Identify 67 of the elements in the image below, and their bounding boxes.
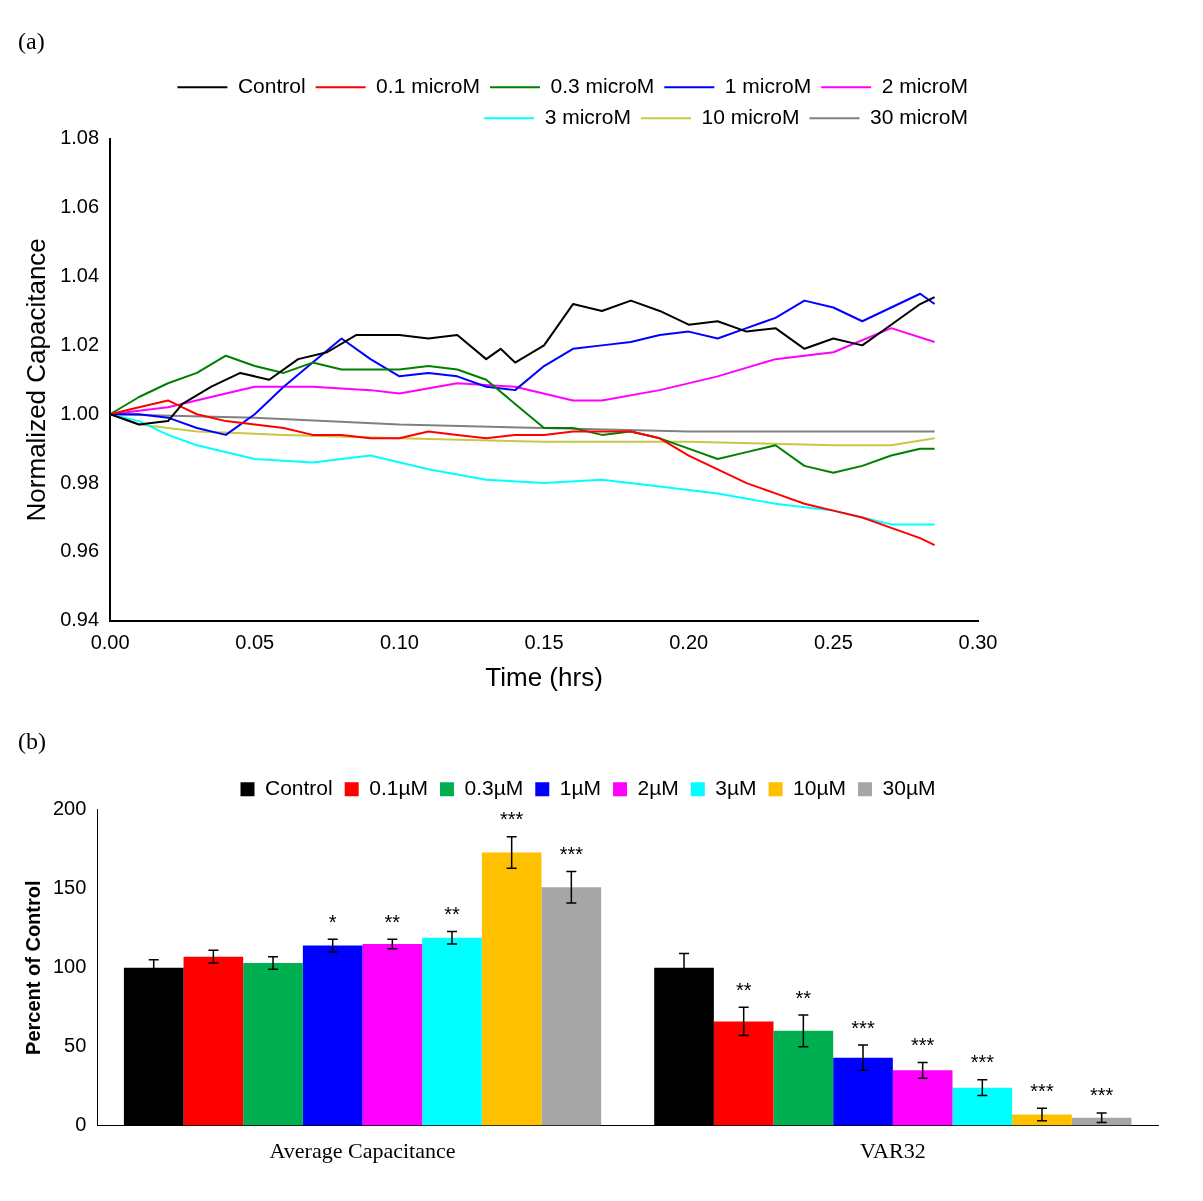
bar bbox=[422, 937, 482, 1126]
legend-label: 30µM bbox=[882, 776, 936, 800]
x-tick-label: VAR32 bbox=[860, 1137, 926, 1163]
chart-title: (b) bbox=[18, 727, 46, 754]
legend-label: 1 microM bbox=[724, 74, 812, 98]
data-label: *** bbox=[500, 808, 524, 831]
legend-label: 3 microM bbox=[544, 105, 631, 129]
y-tick-label: 1.02 bbox=[60, 332, 100, 355]
x-tick-label: 0.00 bbox=[90, 631, 130, 654]
data-label: *** bbox=[1089, 1084, 1114, 1107]
data-label: ** bbox=[735, 978, 752, 1001]
data-label: ** bbox=[795, 986, 812, 1009]
x-tick-label: 0.15 bbox=[524, 631, 564, 654]
data-label: *** bbox=[910, 1033, 935, 1056]
y-tick-label: 50 bbox=[64, 1034, 87, 1057]
bar bbox=[302, 945, 363, 1126]
data-label: ** bbox=[444, 902, 461, 925]
legend-label: 10µM bbox=[793, 776, 847, 800]
x-tick-label: 0.25 bbox=[813, 631, 853, 654]
legend-label: Control bbox=[237, 74, 306, 98]
x-tick-label: Average Capacitance bbox=[269, 1137, 456, 1163]
y-tick-label: 1.04 bbox=[60, 264, 100, 287]
data-label: *** bbox=[559, 842, 584, 865]
y-tick-label: 0.96 bbox=[60, 539, 100, 562]
y-tick-label: 1.06 bbox=[60, 195, 100, 218]
legend-label: 0.3 microM bbox=[550, 74, 655, 98]
bar bbox=[243, 962, 303, 1126]
x-tick-label: 0.20 bbox=[669, 631, 709, 654]
legend-label: 0.1 microM bbox=[376, 74, 480, 98]
legend-label: 2 microM bbox=[881, 74, 969, 98]
data-label: ** bbox=[384, 910, 401, 933]
data-label: *** bbox=[851, 1016, 875, 1039]
y-tick-label: 200 bbox=[52, 797, 87, 820]
x-axis-title: Time (hrs) bbox=[485, 661, 603, 692]
bar bbox=[773, 1030, 834, 1126]
bar bbox=[183, 956, 244, 1126]
legend-label: 30 microM bbox=[869, 105, 969, 129]
data-label: * bbox=[328, 910, 337, 933]
y-axis-title: Percent of Control bbox=[21, 880, 44, 1055]
legend-label: 1µM bbox=[559, 776, 602, 800]
bar bbox=[892, 1070, 953, 1126]
bar bbox=[541, 887, 602, 1126]
legend-label: 0.1µM bbox=[369, 776, 428, 800]
bar bbox=[362, 944, 423, 1126]
y-tick-label: 0.98 bbox=[60, 470, 100, 493]
chart-title: (a) bbox=[18, 27, 45, 54]
bar bbox=[952, 1087, 1013, 1126]
legend-label: 3µM bbox=[715, 776, 757, 800]
legend-label: 0.3µM bbox=[464, 776, 524, 800]
y-tick-label: 0 bbox=[75, 1113, 87, 1136]
bar bbox=[833, 1057, 893, 1126]
x-tick-label: 0.30 bbox=[958, 631, 998, 654]
legend-label: 2µM bbox=[637, 776, 679, 800]
y-axis-title: Normalized Capacitance bbox=[20, 238, 51, 522]
legend-label: 10 microM bbox=[701, 105, 800, 129]
legend-label: Control bbox=[265, 776, 333, 800]
data-label: *** bbox=[1030, 1079, 1054, 1102]
x-tick-label: 0.10 bbox=[379, 631, 419, 654]
y-tick-label: 1.08 bbox=[60, 126, 100, 149]
bar bbox=[481, 852, 542, 1126]
data-label: *** bbox=[970, 1051, 995, 1074]
y-tick-label: 1.00 bbox=[60, 401, 100, 424]
y-tick-label: 150 bbox=[52, 876, 87, 899]
y-tick-label: 0.94 bbox=[60, 608, 100, 631]
bar bbox=[713, 1021, 774, 1126]
y-tick-label: 100 bbox=[52, 955, 87, 978]
x-tick-label: 0.05 bbox=[235, 631, 275, 654]
